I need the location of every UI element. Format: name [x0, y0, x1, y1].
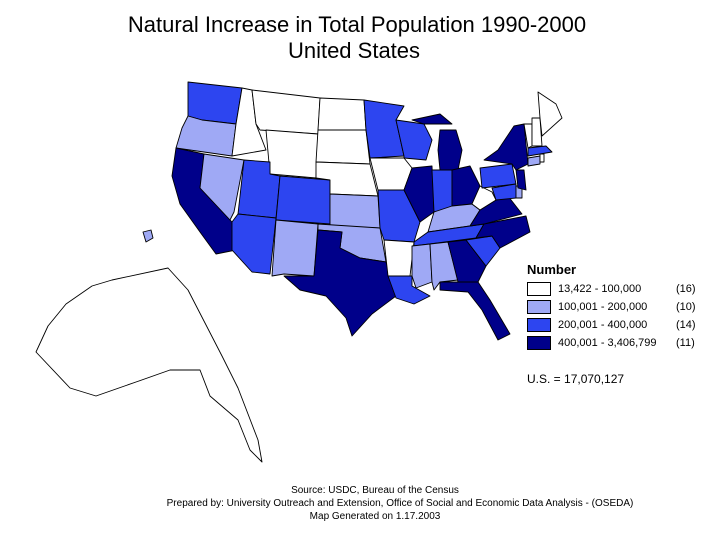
legend-swatch [527, 317, 551, 332]
state-new-hampshire [531, 117, 543, 147]
state-north-dakota [317, 97, 367, 131]
legend-swatch [527, 335, 551, 350]
map-title: Natural Increase in Total Population 199… [127, 12, 587, 37]
state-kansas [329, 193, 381, 229]
map-subtitle: United States [287, 38, 421, 63]
legend-row: 13,422 - 100,000 (16) [527, 280, 696, 297]
state-pennsylvania [479, 163, 517, 189]
state-hawaii [142, 229, 154, 243]
state-west-virginia [471, 185, 497, 211]
state-montana [251, 89, 321, 135]
legend-range: 400,001 - 3,406,799 [558, 336, 657, 349]
footer-generated: Map Generated on 1.17.2003 [309, 511, 441, 522]
legend-swatch [527, 281, 551, 296]
state-indiana [431, 169, 453, 213]
state-alaska [35, 267, 263, 463]
legend-count: (10) [676, 300, 696, 313]
legend-count: (16) [676, 282, 696, 295]
state-new-jersey [515, 169, 527, 191]
legend-count: (14) [676, 318, 696, 331]
state-wyoming [265, 129, 319, 179]
footer-prepared-by: Prepared by: University Outreach and Ext… [166, 498, 634, 509]
legend-range: 13,422 - 100,000 [558, 282, 642, 295]
state-connecticut [527, 155, 541, 167]
legend-swatch [527, 299, 551, 314]
legend-range: 100,001 - 200,000 [558, 300, 648, 313]
state-texas [283, 229, 397, 337]
legend-range: 200,001 - 400,000 [558, 318, 648, 331]
state-rhode-island [539, 153, 545, 163]
state-colorado [275, 175, 331, 225]
state-florida [439, 281, 511, 341]
footer-source: Source: USDC, Bureau of the Census [291, 485, 459, 496]
state-new-york [483, 123, 529, 171]
state-new-mexico [271, 219, 319, 277]
legend-row: 400,001 - 3,406,799 (11) [527, 334, 696, 351]
state-illinois [403, 165, 435, 223]
state-georgia [447, 239, 487, 283]
state-massachusetts [527, 145, 553, 157]
state-arkansas [383, 239, 415, 277]
legend-count: (11) [676, 336, 695, 349]
map-legend: Number 13,422 - 100,000 (16) 100,001 - 2… [527, 262, 696, 352]
state-arizona [231, 213, 277, 275]
state-south-dakota [315, 129, 371, 165]
state-mississippi [411, 243, 433, 289]
legend-heading: Number [527, 262, 577, 277]
legend-row: 100,001 - 200,000 (10) [527, 298, 696, 315]
state-nevada [199, 153, 245, 221]
legend-row: 200,001 - 400,000 (14) [527, 316, 696, 333]
state-maine [537, 91, 563, 137]
us-total: U.S. = 17,070,127 [527, 372, 625, 386]
state-washington [187, 81, 243, 125]
